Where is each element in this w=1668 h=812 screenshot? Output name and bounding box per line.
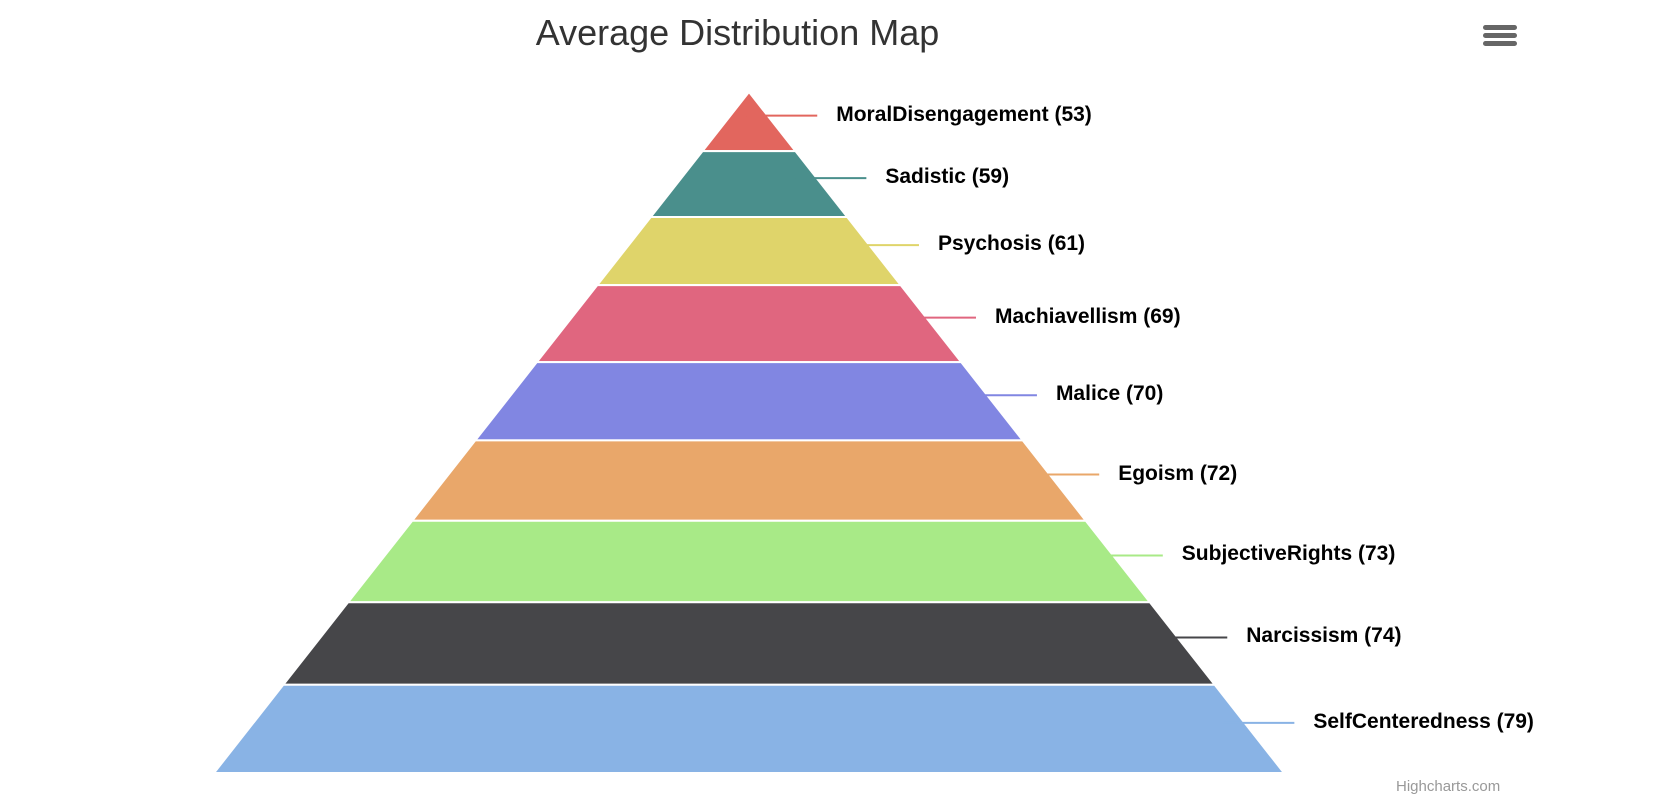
data-label-malice: Malice (70) [1055,382,1164,406]
pyramid-segment-selfcenteredness[interactable] [211,683,1287,774]
data-label-selfcenteredness: SelfCenteredness (79) [1313,709,1534,733]
chart-title: Average Distribution Map [535,12,940,53]
pyramid-segment-machiavellism[interactable] [534,284,964,364]
data-label-psychosis: Psychosis (61) [937,232,1086,256]
chart-container: Average Distribution Map MoralDisengagem… [211,12,1534,795]
pyramid-segment-narcissism[interactable] [281,601,1217,686]
data-label-moraldisengagement: MoralDisengagement (53) [836,102,1092,126]
hamburger-menu-icon[interactable] [1480,22,1520,62]
pyramid-segment-moraldisengagement[interactable] [700,90,798,153]
data-label-machiavellism: Machiavellism (69) [994,304,1181,328]
pyramid-segment-psychosis[interactable] [595,216,903,287]
pyramid-plot [211,90,1295,774]
pyramid-segment-sadistic[interactable] [648,150,850,219]
data-label-subjectiverights: SubjectiveRights (73) [1181,542,1396,566]
pyramid-segment-egoism[interactable] [410,439,1088,522]
data-label-narcissism: Narcissism (74) [1246,624,1402,648]
data-label-egoism: Egoism (72) [1118,461,1238,485]
credits-link[interactable]: Highcharts.com [1396,778,1501,795]
pyramid-segment-malice[interactable] [473,361,1025,442]
pyramid-segment-subjectiverights[interactable] [346,519,1152,604]
data-label-sadistic: Sadistic (59) [885,165,1010,189]
